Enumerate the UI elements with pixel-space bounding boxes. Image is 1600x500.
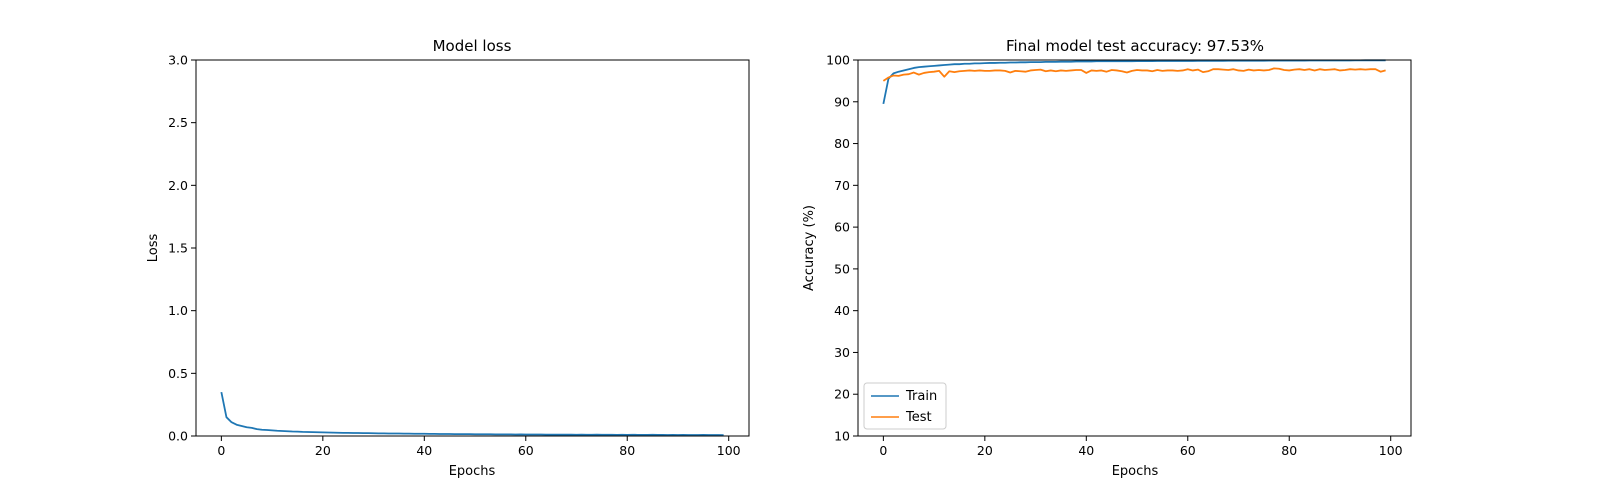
accuracy-chart-series-train bbox=[882, 59, 1386, 105]
loss-chart-xtick-label: 80 bbox=[619, 443, 635, 458]
legend: Train Test bbox=[863, 382, 947, 430]
accuracy-chart-ytick-label: 50 bbox=[834, 261, 850, 276]
loss-chart-ticks: 0 20 40 60 80 100 0.0 0.5 1.0 1.5 2.0 2.5 3.0 bbox=[168, 53, 741, 459]
loss-chart-xtick-label: 100 bbox=[717, 443, 741, 458]
accuracy-chart-ytick-label: 100 bbox=[826, 53, 850, 68]
loss-chart-series-loss bbox=[220, 391, 724, 437]
legend-label-test: Test bbox=[905, 410, 932, 425]
accuracy-chart-title: Final model test accuracy: 97.53% bbox=[1006, 37, 1264, 55]
loss-chart-ylabel: Loss bbox=[146, 234, 161, 263]
accuracy-chart-ytick-label: 90 bbox=[834, 94, 850, 109]
loss-chart-ytick-label: 2.0 bbox=[168, 178, 188, 193]
accuracy-chart-lines bbox=[882, 59, 1386, 105]
accuracy-chart-ytick-label: 70 bbox=[834, 178, 850, 193]
loss-chart-title: Model loss bbox=[433, 37, 512, 55]
accuracy-chart-xtick-label: 80 bbox=[1281, 443, 1297, 458]
accuracy-chart-xtick-label: 100 bbox=[1379, 443, 1403, 458]
accuracy-chart-xtick-label: 20 bbox=[977, 443, 993, 458]
loss-chart-ytick-label: 0.5 bbox=[168, 366, 188, 381]
loss-chart-xtick-label: 40 bbox=[416, 443, 432, 458]
loss-chart-ytick-label: 3.0 bbox=[168, 53, 188, 68]
loss-chart: Model loss Epochs Loss 0 20 40 60 80 100 0.0 0.… bbox=[146, 37, 750, 479]
accuracy-chart-xtick-label: 0 bbox=[879, 443, 887, 458]
accuracy-chart-frame bbox=[857, 59, 1412, 437]
accuracy-chart-ytick-label: 30 bbox=[834, 345, 850, 360]
loss-chart-ytick-label: 2.5 bbox=[168, 115, 188, 130]
accuracy-chart-ytick-label: 60 bbox=[834, 220, 850, 235]
accuracy-chart-xlabel: Epochs bbox=[1112, 464, 1159, 479]
accuracy-chart-ylabel: Accuracy (%) bbox=[802, 205, 817, 291]
accuracy-chart-ytick-label: 10 bbox=[834, 429, 850, 444]
loss-chart-ytick-label: 1.5 bbox=[168, 241, 188, 256]
loss-chart-xtick-label: 60 bbox=[518, 443, 534, 458]
accuracy-chart-ytick-label: 80 bbox=[834, 136, 850, 151]
loss-chart-xtick-label: 0 bbox=[217, 443, 225, 458]
accuracy-chart-series-test bbox=[882, 67, 1386, 82]
accuracy-chart-ytick-label: 20 bbox=[834, 387, 850, 402]
loss-chart-lines bbox=[220, 391, 724, 437]
loss-chart-xlabel: Epochs bbox=[449, 464, 496, 479]
accuracy-chart: Final model test accuracy: 97.53% Epochs… bbox=[802, 37, 1412, 479]
accuracy-chart-xtick-label: 60 bbox=[1180, 443, 1196, 458]
loss-chart-xtick-label: 20 bbox=[315, 443, 331, 458]
accuracy-chart-ytick-label: 40 bbox=[834, 303, 850, 318]
accuracy-chart-xtick-label: 40 bbox=[1078, 443, 1094, 458]
loss-chart-ytick-label: 0.0 bbox=[168, 429, 188, 444]
loss-chart-ytick-label: 1.0 bbox=[168, 303, 188, 318]
legend-label-train: Train bbox=[905, 389, 937, 404]
accuracy-chart-ticks: 0 20 40 60 80 100 10 20 30 40 50 60 70 80 90 100 bbox=[826, 53, 1403, 459]
loss-chart-frame bbox=[195, 59, 750, 437]
